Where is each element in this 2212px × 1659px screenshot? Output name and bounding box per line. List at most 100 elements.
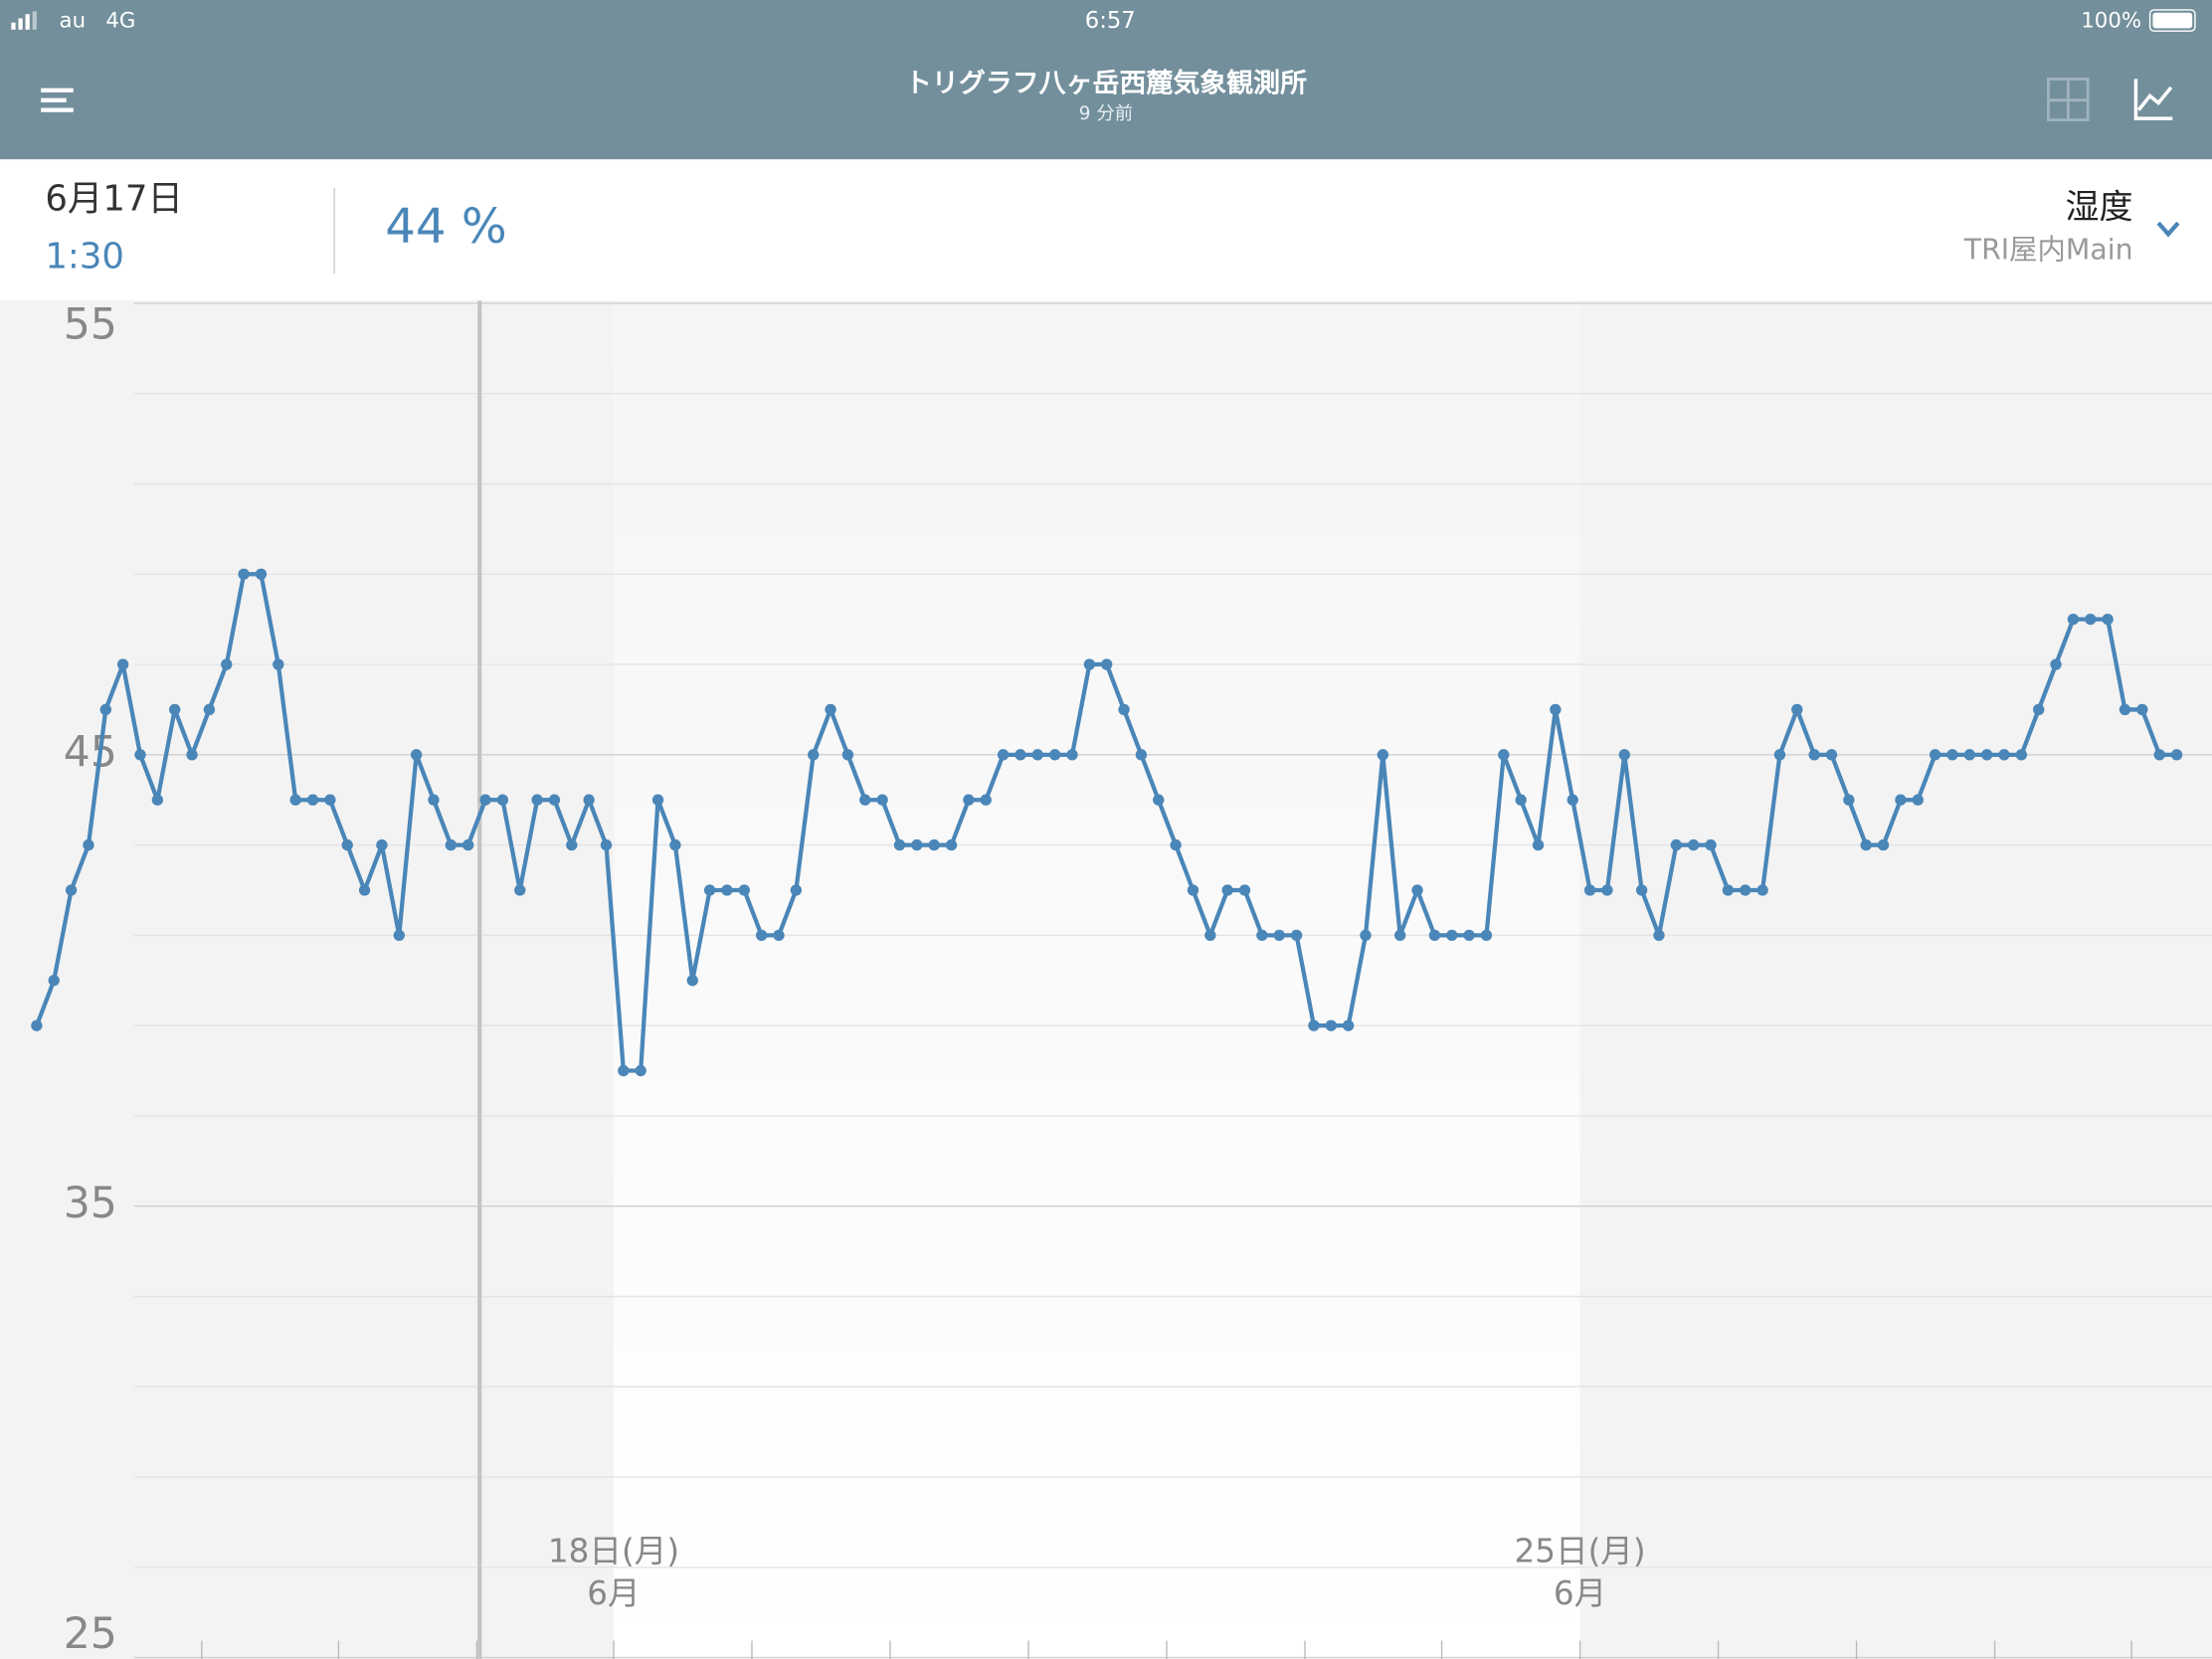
signal-icon [11,11,37,30]
data-point [1377,749,1389,761]
data-point [738,884,750,896]
data-point [635,1064,646,1077]
data-point [1860,838,1872,851]
metric-dropdown[interactable] [2156,221,2180,238]
data-point [841,749,854,761]
data-point [808,749,820,761]
data-point [1583,884,1596,896]
data-point [221,658,233,670]
data-point [1688,838,1700,851]
data-point [963,794,975,806]
data-point [1394,929,1406,942]
data-point [1204,929,1216,942]
data-point [566,838,578,851]
data-point [1360,929,1372,942]
data-point [410,749,423,761]
menu-button[interactable] [41,88,74,112]
data-point [1411,884,1423,896]
data-point [686,975,698,987]
data-point [1653,929,1665,942]
data-point [1101,658,1113,670]
data-point [1756,884,1768,896]
data-point [618,1064,630,1077]
metric-name[interactable]: 湿度 [2066,187,2133,227]
battery-icon [2148,9,2196,32]
updated-ago: 9 分前 [1079,103,1133,124]
data-point [496,794,509,806]
data-point [669,838,681,851]
data-point [1066,749,1078,761]
x-day-label: 18日(月) [548,1533,679,1570]
data-point [531,794,543,806]
data-point [1532,838,1545,851]
data-point [341,838,353,851]
data-point [1670,838,1683,851]
data-point [1705,838,1717,851]
data-point [306,794,319,806]
y-tick-label: 25 [64,1610,117,1659]
data-point [2050,658,2062,670]
data-point [1221,884,1233,896]
data-point [1170,838,1182,851]
data-point [1740,884,1751,896]
data-point [1601,884,1613,896]
weekday-band [613,300,1580,1659]
data-point [255,568,268,580]
data-point [1290,929,1303,942]
y-tick-label: 45 [64,728,117,777]
data-point [651,794,664,806]
data-point [1877,838,1890,851]
sensor-name[interactable]: TRI屋内Main [1963,233,2133,266]
data-point [1498,749,1510,761]
data-point [1308,1019,1320,1031]
data-point [273,658,284,670]
data-point [2119,703,2131,716]
data-point [1238,884,1251,896]
data-point [1083,658,1096,670]
data-point [1843,794,1855,806]
data-point [1912,794,1924,806]
data-point [151,794,164,806]
data-point [1773,749,1786,761]
data-point [1428,929,1441,942]
info-bar [0,159,2212,301]
data-point [445,838,458,851]
x-month-label: 6月 [1554,1574,1606,1612]
y-tick-label: 35 [64,1180,117,1228]
data-point [1808,749,1820,761]
data-point [1635,884,1648,896]
data-point [911,838,923,851]
data-point [134,749,146,761]
data-point [859,794,871,806]
data-point [1031,749,1043,761]
data-point [1825,749,1838,761]
data-point [1515,794,1527,806]
data-point [479,794,491,806]
data-point [1722,884,1735,896]
data-point [1980,749,1993,761]
data-point [31,1019,43,1031]
data-point [1048,749,1061,761]
data-point [65,884,78,896]
data-point [1550,703,1562,716]
data-point [893,838,906,851]
data-point [1256,929,1268,942]
data-point [600,838,613,851]
data-point [1273,929,1285,942]
chart-button[interactable] [2133,79,2173,120]
data-point [1187,884,1199,896]
data-point [997,749,1010,761]
layout-button[interactable] [2047,78,2090,121]
data-point [583,794,595,806]
data-point [2033,703,2045,716]
battery-level: 100% [2081,8,2141,33]
data-point [2136,703,2148,716]
data-point [2170,749,2183,761]
carrier: au [60,8,87,33]
data-point [825,703,836,716]
data-point [2015,749,2028,761]
data-point [1929,749,1941,761]
data-point [721,884,733,896]
